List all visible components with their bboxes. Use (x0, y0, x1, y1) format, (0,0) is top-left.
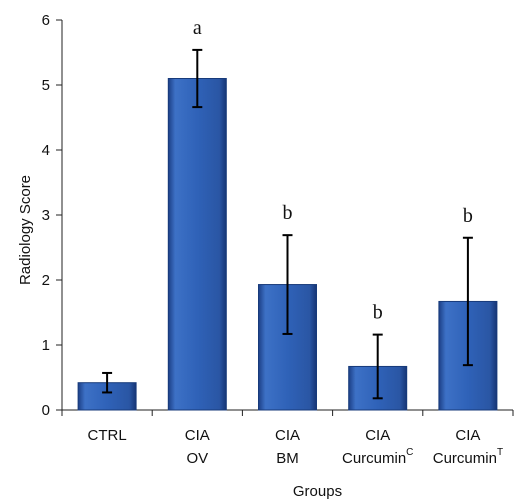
y-axis-title: Radiology Score (17, 175, 34, 285)
significance-letter: b (463, 205, 473, 227)
x-axis-title: Groups (293, 483, 342, 500)
bar (77, 382, 137, 411)
significance-letter: b (373, 302, 383, 324)
x-tick-label: CurcuminC (342, 447, 413, 467)
x-tick-label: CTRL (88, 427, 127, 444)
x-tick-label: CIA (365, 427, 390, 444)
y-tick-label: 1 (42, 337, 50, 354)
x-tick-label: OV (186, 450, 208, 467)
x-tick-label: CIA (455, 427, 480, 444)
bar (167, 78, 227, 411)
x-tick-label: BM (276, 450, 299, 467)
y-tick-label: 0 (42, 402, 50, 419)
y-tick-label: 6 (42, 12, 50, 29)
significance-letter: a (193, 17, 202, 39)
x-tick-label-superscript: C (406, 447, 413, 458)
x-tick-label-superscript: T (497, 447, 503, 458)
error-bars (102, 48, 473, 400)
axes: 0 1 2 3 4 5 6 (42, 12, 514, 419)
y-tick-label: 4 (42, 142, 50, 159)
y-tick-label: 3 (42, 207, 50, 224)
x-tick-label: CIA (185, 427, 210, 444)
significance-letter: b (283, 202, 293, 224)
y-tick-label: 5 (42, 77, 50, 94)
bars (77, 78, 498, 411)
x-tick-label: CIA (275, 427, 300, 444)
labels: CTRL a CIA OV b CIA BM b CIA CurcuminC b CIA Curcumi… (88, 17, 504, 467)
y-tick-label: 2 (42, 272, 50, 289)
x-tick-label: CurcuminT (433, 447, 503, 467)
